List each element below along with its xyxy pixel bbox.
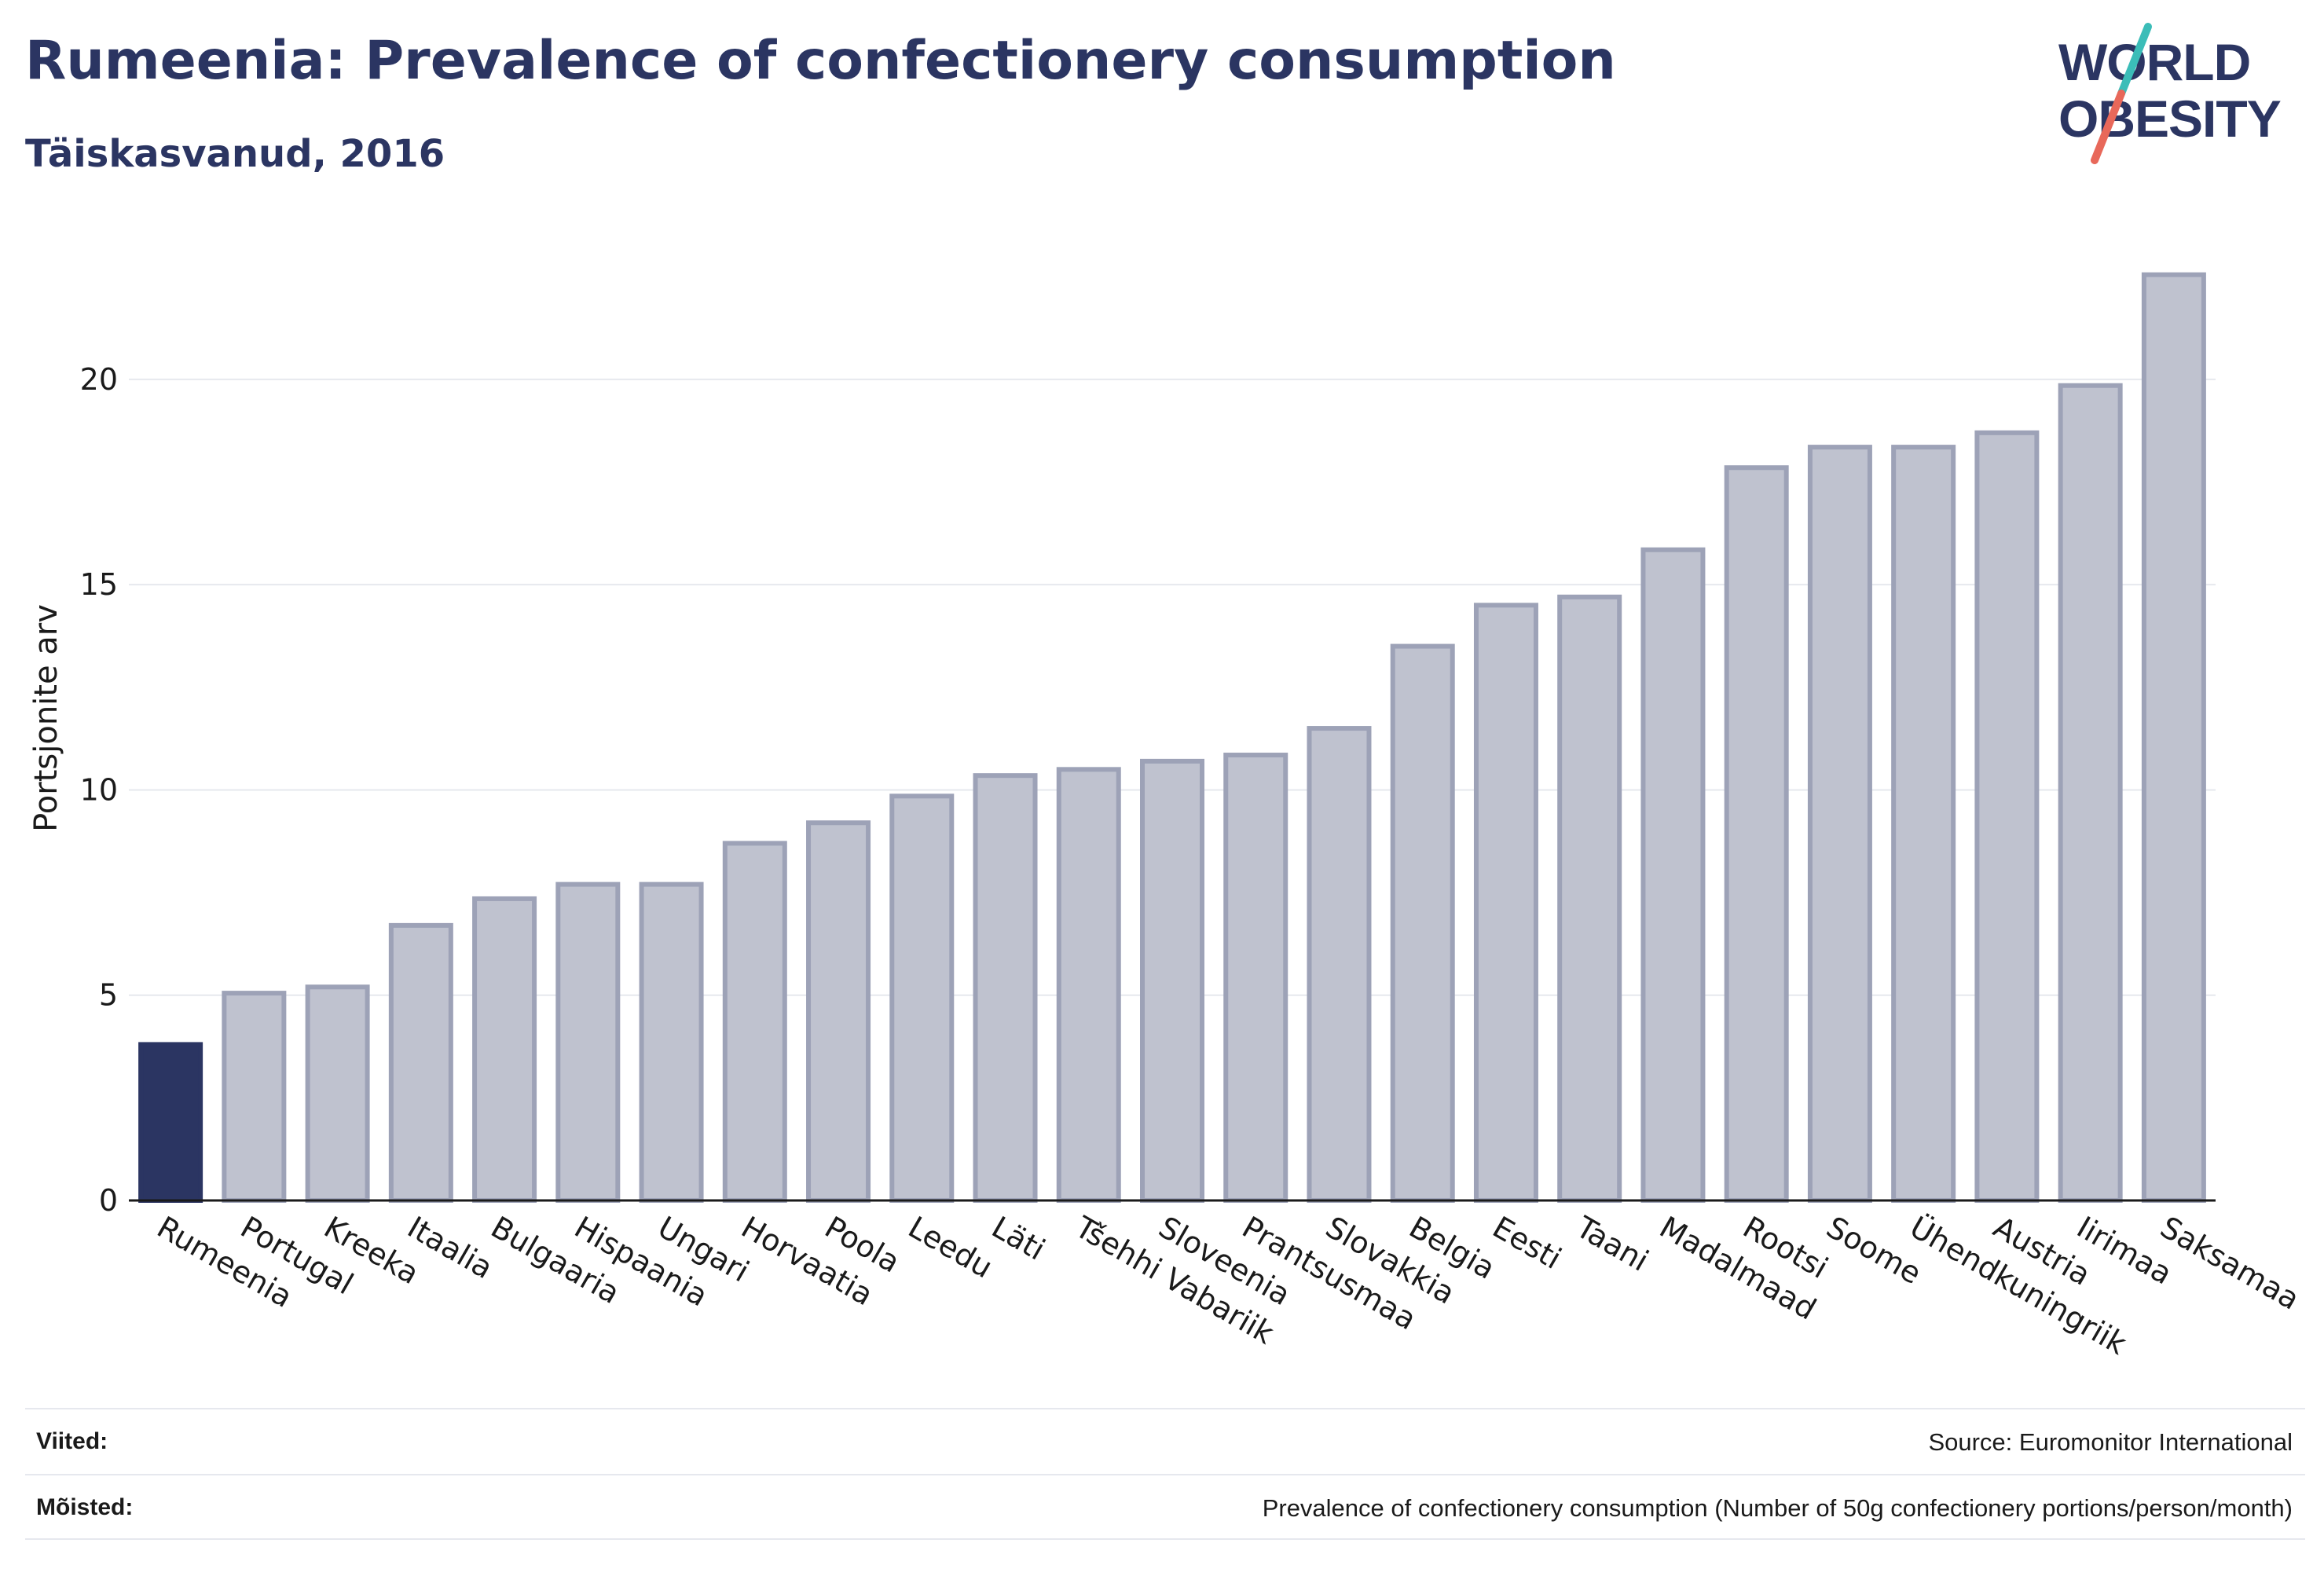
bar-itaalia <box>388 922 453 1204</box>
bar-madalmaad <box>1640 547 1706 1203</box>
bar-eesti <box>1473 603 1538 1203</box>
definitions-value: Prevalence of confectionery consumption … <box>1262 1494 2293 1522</box>
chart-subtitle: Täiskasvanud, 2016 <box>25 132 445 176</box>
y-tick-label: 5 <box>99 978 118 1013</box>
logo-slash-teal <box>2117 23 2152 97</box>
y-tick-labels: 0 5 10 15 20 <box>80 362 118 1218</box>
bar-ühendkuningriik <box>1891 445 1956 1203</box>
bar-horvaatia <box>722 841 787 1204</box>
logo-slash-coral <box>2091 90 2125 164</box>
bar-bulgaaria <box>472 896 537 1204</box>
bar-sloveenia <box>1140 758 1204 1203</box>
bar-tšehhi-vabariik <box>1056 767 1121 1203</box>
logo-word-world: WORLD <box>2058 33 2250 91</box>
x-tick-label: Iirimaa <box>2071 1210 2178 1292</box>
y-axis-label: Portsjonite arv <box>28 604 64 832</box>
bar-slovakkia <box>1307 726 1372 1203</box>
bar-poola <box>806 820 871 1204</box>
bar-portugal <box>222 991 287 1203</box>
bar-chart: 0 5 10 15 20 RumeeniaPortugalKreekaItaaliaBu… <box>28 272 2306 1362</box>
bar-saksamaa <box>2141 272 2206 1203</box>
bar-taani <box>1557 594 1622 1203</box>
bar-läti <box>973 773 1038 1203</box>
x-tick-labels: RumeeniaPortugalKreekaItaaliaBulgaariaHi… <box>152 1209 2306 1362</box>
y-tick-label: 10 <box>80 772 118 807</box>
chart-title: Rumeenia: Prevalence of confectionery co… <box>25 30 1616 92</box>
bar-austria <box>1974 430 2040 1203</box>
x-tick-label: Eesti <box>1486 1210 1567 1276</box>
x-tick-label: Soome <box>1820 1210 1926 1292</box>
footer-top-rule <box>25 1408 2305 1409</box>
x-tick-label: Leedu <box>903 1210 999 1285</box>
bar-iirimaa <box>2058 383 2123 1203</box>
bar-rootsi <box>1724 465 1789 1203</box>
references-label: Viited: <box>36 1428 108 1454</box>
y-tick-label: 20 <box>80 362 118 397</box>
x-tick-label: Saksamaa <box>2154 1210 2305 1317</box>
bar-hispaania <box>555 881 621 1203</box>
bars <box>138 272 2206 1204</box>
bar-soome <box>1807 445 1872 1203</box>
world-obesity-logo: WORLD OBESITY <box>2058 23 2282 164</box>
bar-rumeenia <box>138 1042 203 1204</box>
bar-ungari <box>639 881 704 1203</box>
y-tick-label: 15 <box>80 567 118 602</box>
logo-word-obesity: OBESITY <box>2058 90 2281 148</box>
definitions-label: Mõisted: <box>36 1494 134 1520</box>
bar-leedu <box>889 793 955 1203</box>
x-tick-label: Taani <box>1570 1209 1655 1278</box>
bar-prantsusmaa <box>1223 753 1288 1203</box>
bar-kreeka <box>305 984 370 1203</box>
references-value: Source: Euromonitor International <box>1928 1428 2293 1456</box>
bar-belgia <box>1390 643 1455 1203</box>
y-tick-label: 0 <box>99 1183 118 1218</box>
footer-middle-rule <box>25 1474 2305 1475</box>
footer-bottom-rule <box>25 1538 2305 1540</box>
